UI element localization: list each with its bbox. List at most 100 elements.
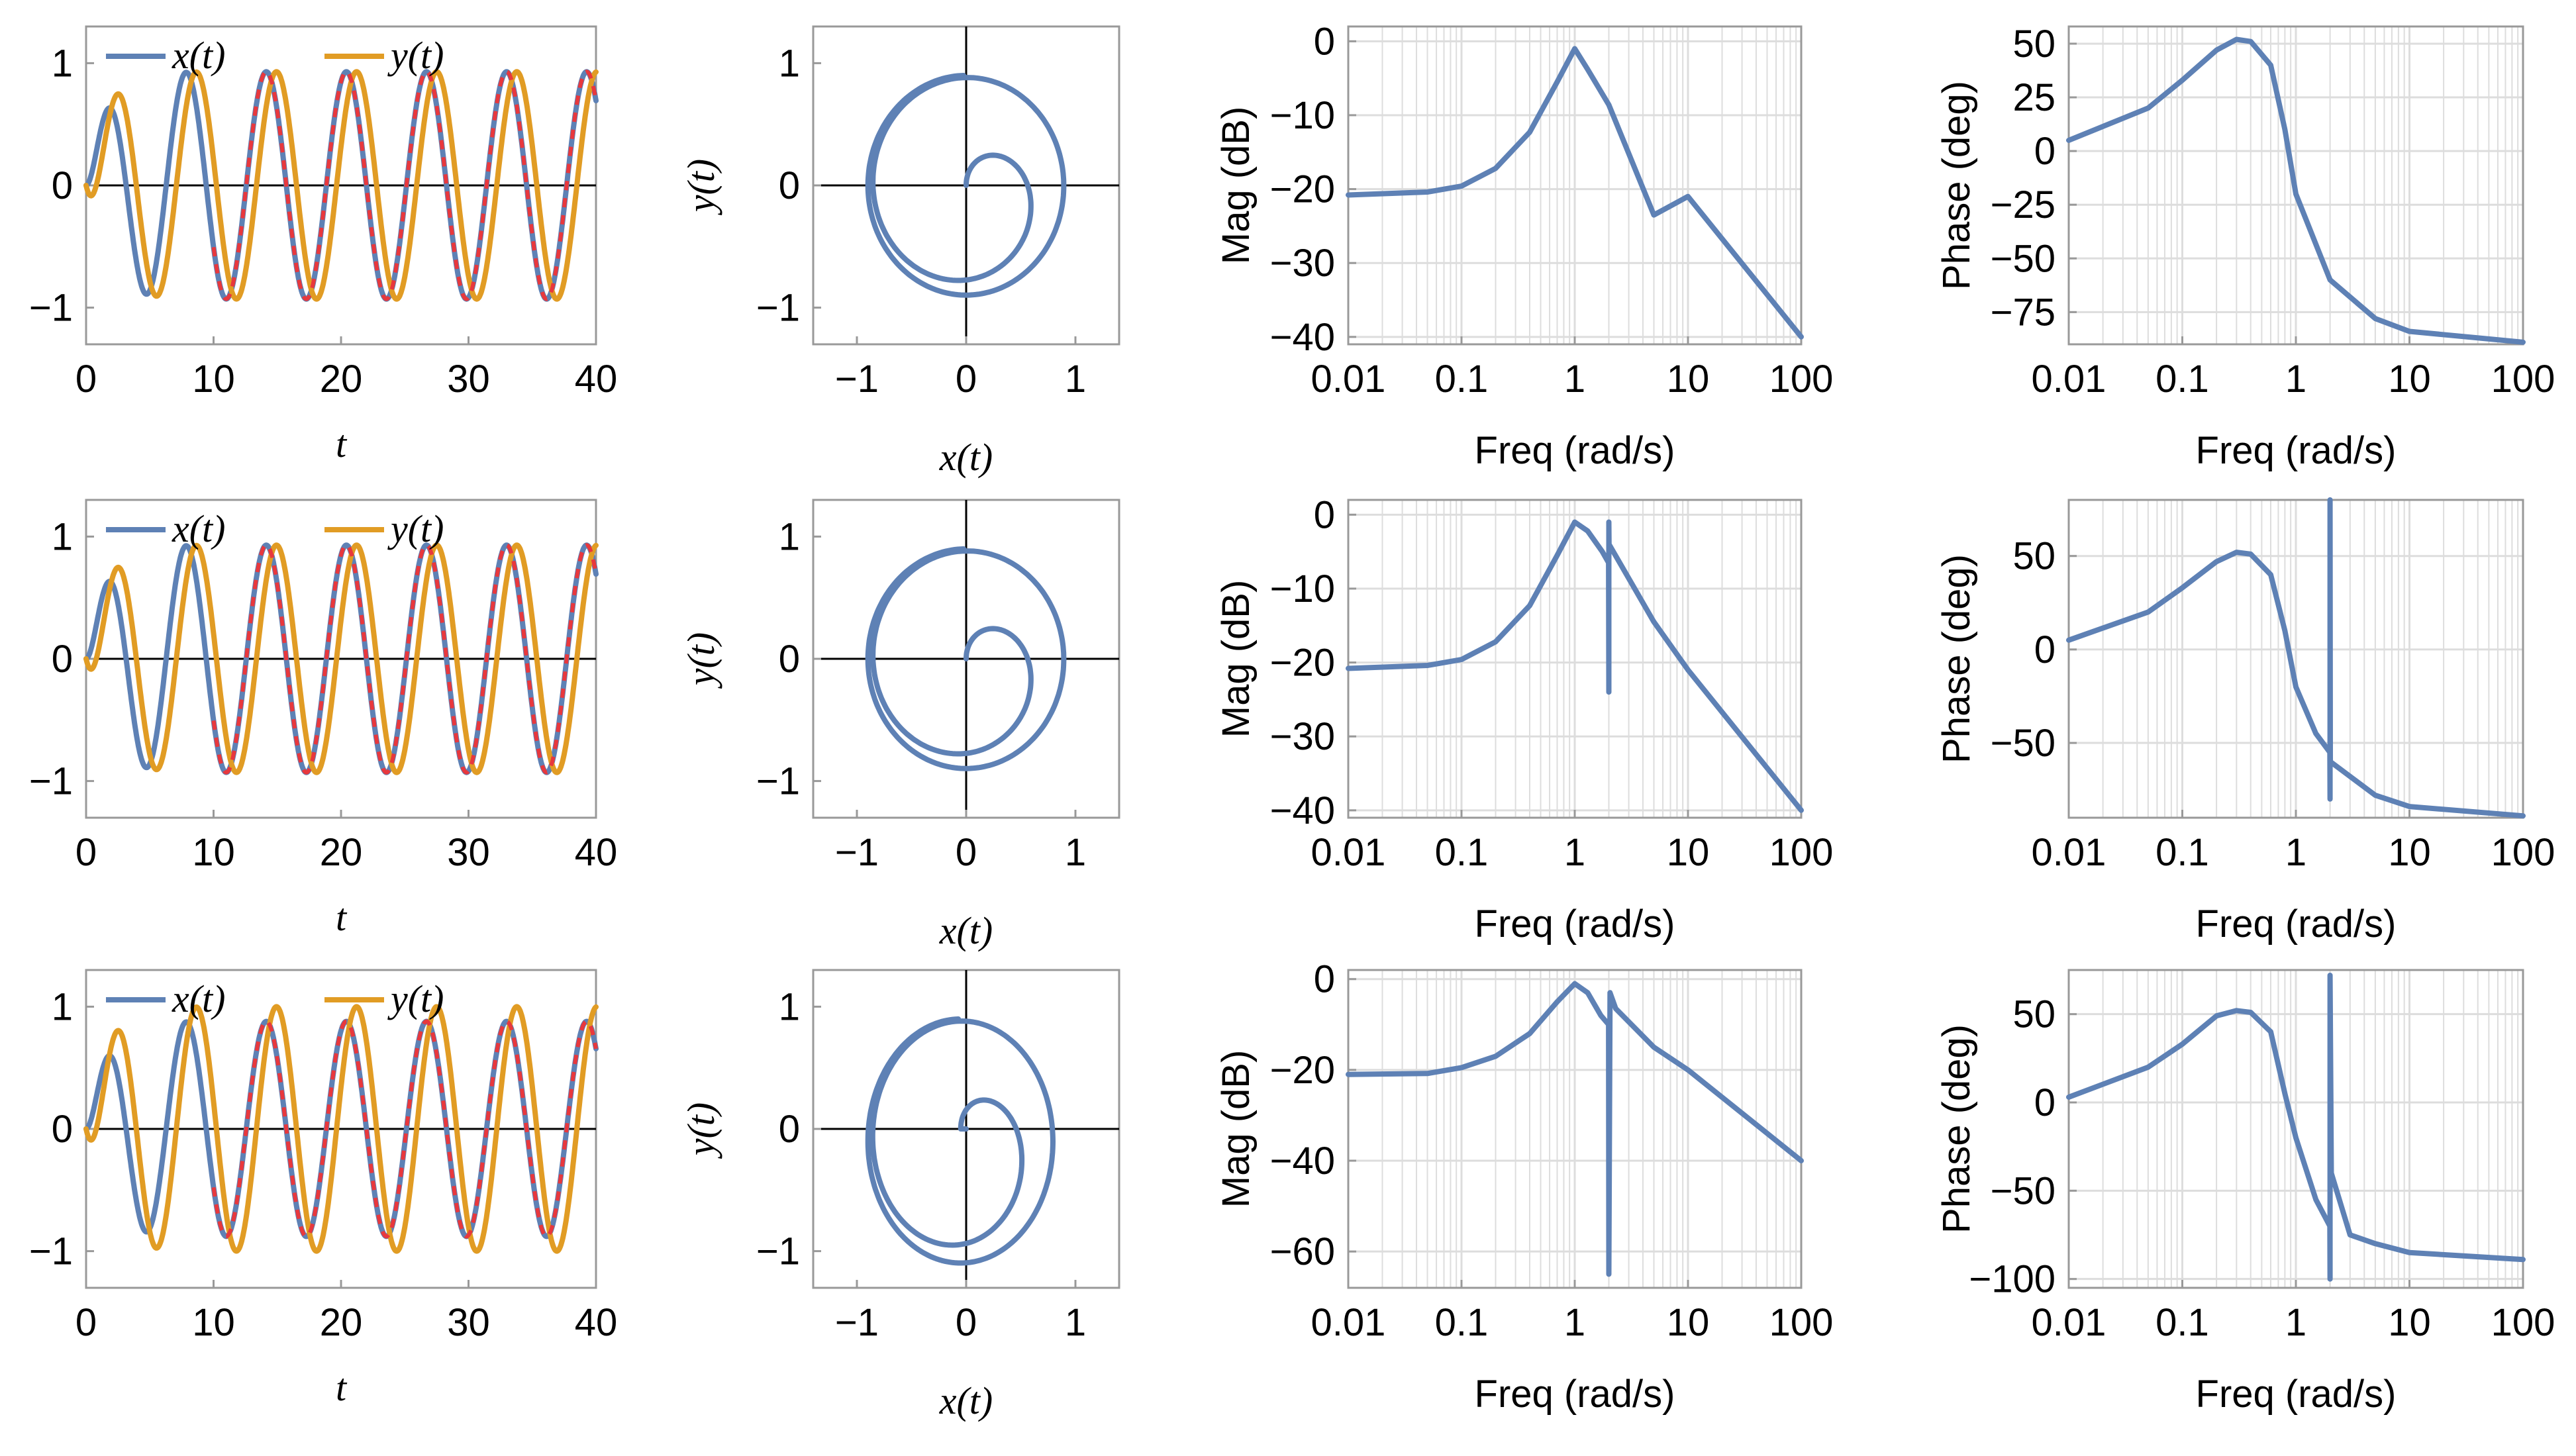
x-axis-label: x(t) [939,436,993,479]
y-tick-label: 0 [52,638,73,681]
x-axis-label: t [336,422,348,465]
x-tick-label: 10 [2388,358,2431,401]
y-axis-label: y(t) [679,159,722,216]
x-tick-label: 40 [575,1301,618,1344]
chart-p2: −1 0 1 −1 0 1 x(t) y(t) [679,499,1120,952]
chart-p3: −1 0 1 −1 0 1 x(t) y(t) [679,969,1120,1422]
y-tick-label: −1 [756,760,800,803]
x-tick-label: 0.1 [1435,831,1489,874]
x-tick-label: 1 [2285,831,2306,874]
phase-trajectory [865,1016,1056,1266]
x-tick-label: 10 [1667,1301,1710,1344]
x-tick-label: 0 [75,1301,97,1344]
y-tick-label: 0 [1314,958,1335,1001]
chart-ph3: 0.01 0.1 1 10 100 −100 −50 0 50 Freq (rad/s) Phase… [1935,969,2555,1416]
y-tick-label: −20 [1270,168,1335,211]
chart-ph2: 0.01 0.1 1 10 100 −50 0 50 Freq (rad/s) Phase (de… [1935,497,2555,946]
y-tick-label: −20 [1270,1049,1335,1092]
x-axis-label: x(t) [939,1379,993,1422]
y-tick-label: 0 [2034,130,2056,173]
x-tick-label: −1 [835,1301,879,1344]
legend-label-y: y(t) [387,977,444,1020]
y-axis-label: y(t) [679,632,722,689]
legend-label-y: y(t) [387,34,444,77]
x-tick-label: 0 [956,358,977,401]
bode-curve [1346,46,1804,340]
x-tick-label: 100 [1769,1301,1834,1344]
bode-curve [2066,36,2526,345]
x-tick-label: 1 [2285,358,2306,401]
x-tick-label: 0.01 [2032,1301,2106,1344]
legend-label-x: x(t) [172,34,226,77]
x-tick-label: 40 [575,358,618,401]
x-tick-label: 0.1 [1435,358,1489,401]
y-tick-label: 50 [2012,23,2056,66]
y-tick-label: −100 [1969,1258,2056,1301]
y-tick-label: −1 [756,287,800,330]
x-tick-label: −1 [835,358,879,401]
y-axis-label: Mag (dB) [1214,1050,1258,1208]
x-tick-label: 1 [1564,1301,1585,1344]
x-tick-label: 10 [192,1301,235,1344]
x-axis-label: Freq (rad/s) [1475,902,1675,946]
reference-dashed-line [211,543,598,775]
x-tick-label: 0 [75,831,97,874]
y-tick-label: −30 [1270,715,1335,758]
y-tick-label: −1 [29,1230,73,1273]
x-tick-label: 0.01 [1311,358,1386,401]
y-tick-label: −40 [1270,1140,1335,1183]
y-tick-label: 0 [779,638,800,681]
x-tick-label: 10 [192,831,235,874]
y-tick-label: 1 [52,515,73,558]
chart-ph1: 0.01 0.1 1 10 100 −75 −50 −25 0 25 50 Freq (rad/s) P… [1935,23,2555,472]
chart-m2: 0.01 0.1 1 10 100 −40 −30 −20 −10 0 Freq (rad/s) Ma… [1214,493,1833,946]
y-tick-label: 1 [779,515,800,558]
y-axis-label: Phase (deg) [1935,81,1978,290]
y-axis-label: Mag (dB) [1214,107,1258,265]
y-tick-label: 0 [2034,1081,2056,1124]
x-tick-label: 10 [1667,831,1710,874]
x-tick-label: −1 [835,831,879,874]
x-tick-label: 10 [2388,1301,2431,1344]
x-tick-label: 0 [956,831,977,874]
x-tick-label: 20 [320,831,363,874]
x-tick-label: 0.1 [2155,831,2209,874]
x-axis-label: t [336,1366,348,1409]
x-tick-label: 100 [1769,358,1834,401]
x-tick-label: 1 [1564,831,1585,874]
bode-curve [1346,981,1804,1277]
x-tick-label: 0 [75,358,97,401]
y-tick-label: −10 [1270,567,1335,610]
x-tick-label: 0.01 [1311,1301,1386,1344]
y-tick-label: −25 [1991,183,2056,226]
bode-curve [2066,973,2526,1282]
y-tick-label: 0 [1314,20,1335,63]
x-tick-label: 20 [320,1301,363,1344]
x-tick-label: 10 [192,358,235,401]
y-tick-label: 0 [52,164,73,207]
y-tick-label: 1 [779,42,800,85]
bode-curve [2066,497,2526,819]
series-y-line [83,542,599,775]
x-tick-label: 10 [1667,358,1710,401]
chart-m1: 0.01 0.1 1 10 100 −40 −30 −20 −10 0 Freq (rad/s) Ma… [1214,20,1833,472]
y-tick-label: −1 [29,760,73,803]
x-tick-label: 0.1 [1435,1301,1489,1344]
bode-curve [1346,519,1804,813]
x-tick-label: 1 [1065,831,1086,874]
y-axis-label: y(t) [679,1102,722,1159]
reference-dashed-line [211,70,598,301]
y-tick-label: 1 [52,42,73,85]
y-tick-label: −10 [1270,94,1335,137]
x-axis-label: Freq (rad/s) [2196,1373,2397,1416]
x-tick-label: 0 [956,1301,977,1344]
x-tick-label: 0.01 [2032,831,2106,874]
y-tick-label: −60 [1270,1230,1335,1273]
legend-label-x: x(t) [172,507,226,550]
series-y-line [83,69,599,302]
x-tick-label: 1 [2285,1301,2306,1344]
y-tick-label: −20 [1270,642,1335,685]
